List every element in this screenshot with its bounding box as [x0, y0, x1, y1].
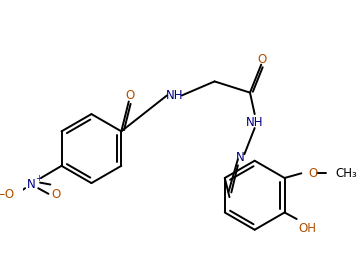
Text: O: O [308, 167, 317, 180]
Text: CH₃: CH₃ [335, 167, 357, 180]
Text: O: O [257, 53, 267, 66]
Text: NH: NH [166, 89, 183, 102]
Text: O: O [125, 89, 134, 102]
Text: OH: OH [298, 222, 316, 235]
Text: N: N [236, 151, 245, 164]
Text: O: O [51, 188, 60, 201]
Text: N: N [27, 178, 36, 191]
Text: −O: −O [0, 188, 15, 201]
Text: NH: NH [246, 116, 264, 129]
Text: +: + [35, 174, 42, 183]
